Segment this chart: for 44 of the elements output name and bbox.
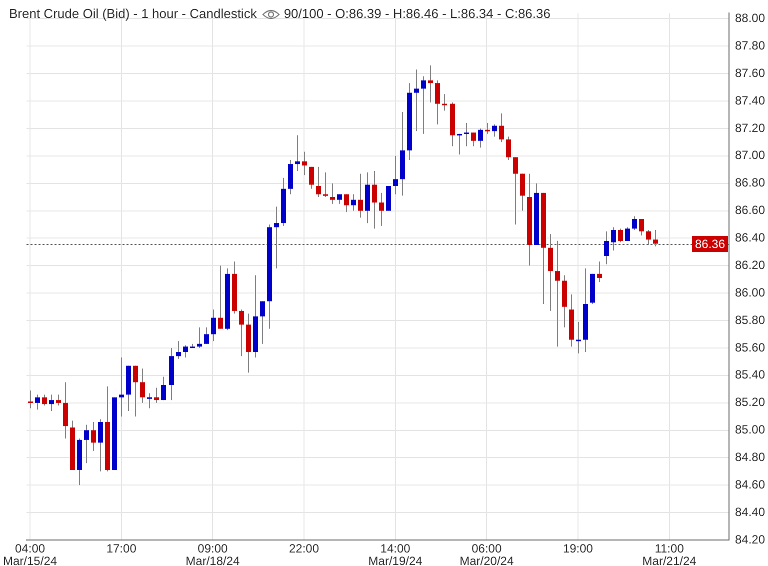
y-tick-label: 87.40 — [735, 93, 766, 108]
ref-line-label: 86.36 — [694, 236, 726, 251]
x-tick-label: 22:00 — [288, 542, 320, 556]
y-tick-label: 85.00 — [735, 422, 766, 437]
candlestick — [576, 322, 581, 354]
candlestick — [274, 206, 279, 268]
y-tick-label: 84.80 — [735, 450, 766, 464]
y-tick-label: 85.20 — [735, 395, 766, 410]
candlestick — [464, 122, 469, 146]
x-tick-label: 09:00 Mar/18/24 — [186, 542, 240, 566]
x-tick-label: 19:00 — [562, 542, 594, 556]
candlestick — [295, 135, 300, 171]
candlestick — [555, 240, 560, 347]
candlestick — [147, 393, 152, 408]
candlestick — [428, 65, 433, 102]
y-tick-label: 84.20 — [735, 532, 766, 546]
x-tick-label: 14:00 Mar/19/24 — [368, 542, 423, 566]
y-tick-label: 86.00 — [735, 285, 766, 300]
y-tick-label: 86.20 — [735, 258, 766, 272]
candlestick — [457, 134, 462, 155]
y-tick-label: 86.80 — [735, 176, 766, 190]
y-tick-label: 87.80 — [735, 38, 766, 52]
y-tick-label: 88.00 — [735, 11, 766, 25]
y-tick-label: 87.60 — [735, 66, 766, 80]
candlestick — [442, 94, 447, 111]
y-tick-label: 85.80 — [735, 312, 766, 327]
y-tick-label: 85.40 — [735, 368, 766, 382]
x-tick-label: 11:00 Mar/21/24 — [642, 542, 697, 566]
y-tick-label: 84.40 — [735, 504, 766, 519]
chart-subtitle: 90/100 - O:86.39 - H:86.46 - L:86.34 - C:86.36 — [284, 6, 550, 22]
y-tick-label: 87.20 — [735, 120, 766, 135]
candlestick — [28, 390, 33, 408]
x-tick-label: 04:00 Mar/15/24 — [3, 542, 58, 566]
x-tick-label: 06:00 Mar/20/24 — [460, 542, 514, 566]
chart-title: Brent Crude Oil (Bid) - 1 hour - Candlestick — [9, 6, 257, 22]
y-tick-label: 85.60 — [735, 340, 766, 354]
y-tick-label: 86.40 — [735, 230, 766, 244]
y-tick-label: 84.60 — [735, 477, 766, 492]
candlestick — [414, 69, 419, 132]
y-tick-label: 87.00 — [735, 148, 766, 162]
candlestick — [323, 172, 328, 198]
y-tick-label: 86.60 — [735, 203, 766, 218]
x-tick-label: 17:00 — [106, 542, 137, 556]
candlestick — [119, 358, 124, 417]
